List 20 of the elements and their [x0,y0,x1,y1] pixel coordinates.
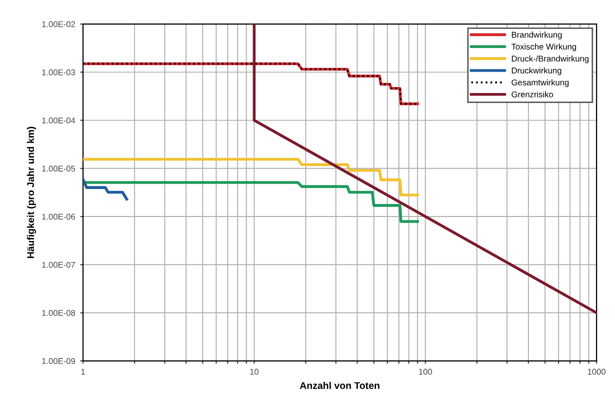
x-tick-label: 1 [81,368,85,375]
y-axis-title: Häufigkeit (pro Jahr und km) [26,126,36,258]
legend-label: Grenzrisiko [512,91,554,98]
legend-label: Druck-/Brandwirkung [512,55,589,64]
y-tick-label: 1.00E-02 [42,21,75,28]
y-tick-label: 1.00E-07 [42,262,75,268]
x-tick-label: 1000 [588,368,606,375]
y-tick-label: 1.00E-06 [42,214,76,220]
x-tick-label: 10 [250,368,259,375]
legend-label: Toxische Wirkung [511,43,576,52]
y-tick-label: 1.00E-03 [42,69,76,76]
y-tick-label: 1.00E-09 [42,358,75,364]
y-tick-label: 1.00E-08 [42,310,76,316]
x-tick-label: 100 [419,368,432,375]
legend-label: Brandwirkung [512,32,562,40]
y-tick-label: 1.00E-05 [42,166,76,172]
legend-label: Gesamtwirkung [512,79,569,88]
y-tick-label: 1.00E-04 [42,118,76,124]
x-axis-title: Anzahl von Toten [300,382,380,390]
legend-label: Druckwirkung [512,67,562,76]
